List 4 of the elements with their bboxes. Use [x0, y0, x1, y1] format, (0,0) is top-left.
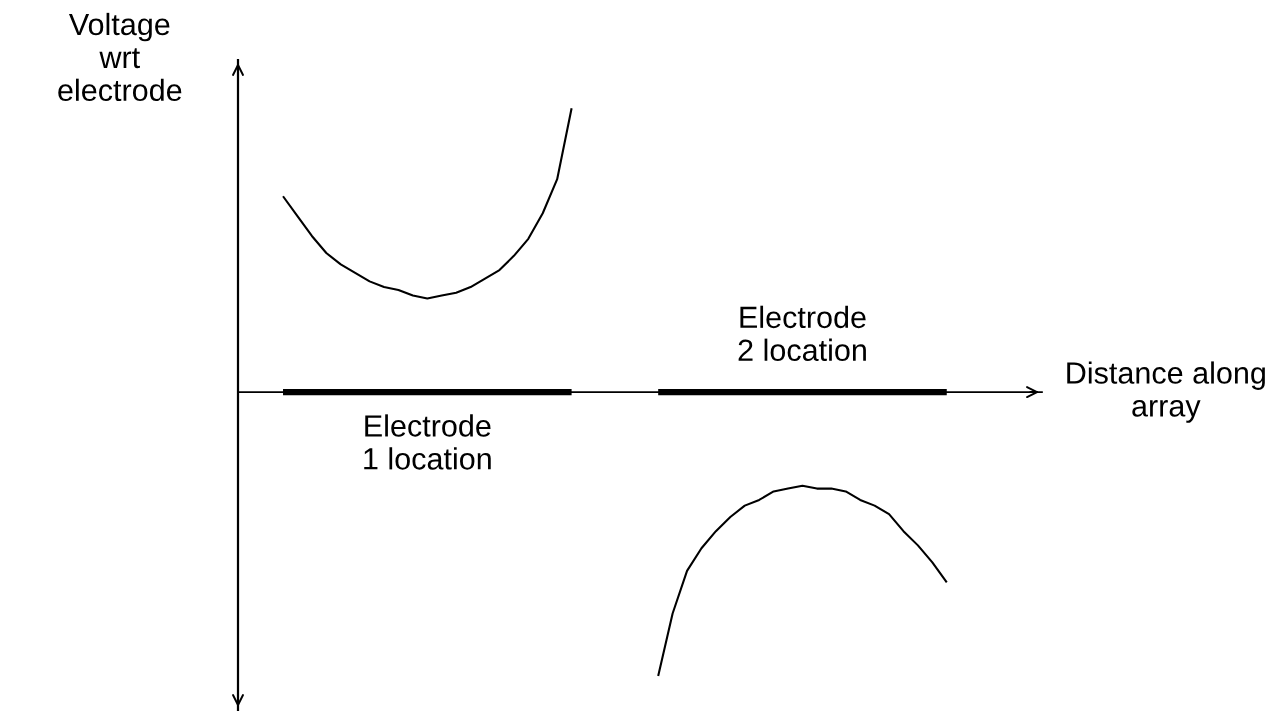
x-axis-title: Distance along array	[1067, 361, 1265, 423]
series-label: Electrode 2 location	[738, 305, 866, 362]
series-label: Electrode 1 location	[364, 414, 491, 470]
y-axis-title: Voltage wrt electrode	[58, 12, 182, 102]
